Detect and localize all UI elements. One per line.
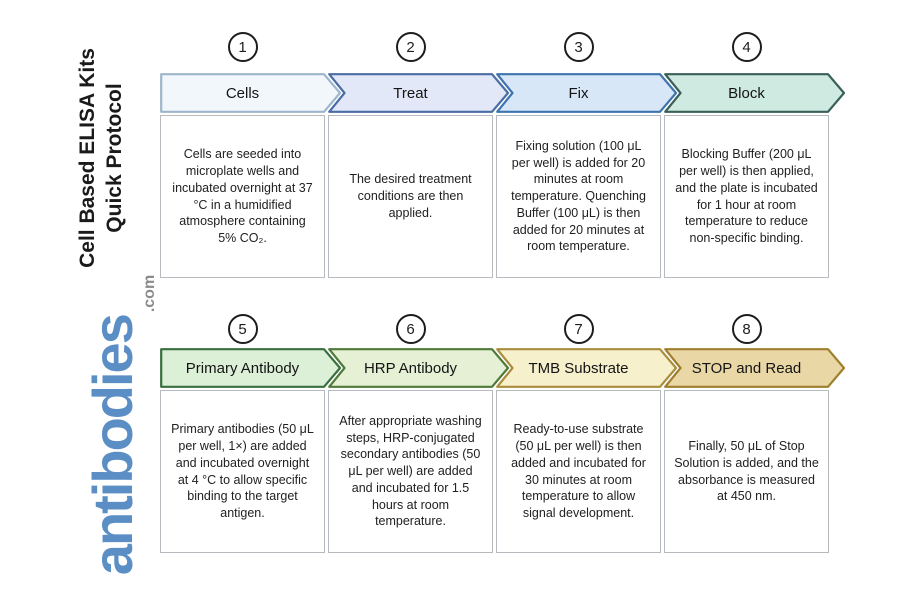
step-2-column: 2 Treat The desired treatment conditions… — [328, 32, 510, 282]
step-7-column: 7 TMB Substrate Ready-to-use substrate (… — [496, 314, 678, 557]
brand-logo: antibodies .com — [59, 270, 158, 580]
step-1-title: Cells — [225, 84, 260, 102]
step-4-description: Blocking Buffer (200 μL per well) is the… — [664, 115, 829, 278]
step-7-number-badge: 7 — [563, 314, 594, 344]
step-8-number: 8 — [742, 320, 751, 338]
step-6-number: 6 — [406, 320, 415, 338]
step-4-arrow-banner — [664, 73, 846, 113]
step-5-number: 5 — [238, 320, 247, 338]
step-5-arrow-banner — [160, 348, 342, 388]
chevron-shape — [496, 73, 678, 113]
step-6-column: 6 HRP Antibody After appropriate washing… — [328, 314, 510, 557]
step-3-description: Fixing solution (100 μL per well) is add… — [496, 115, 661, 278]
chevron-shape — [160, 73, 342, 113]
step-4-column: 4 Block Blocking Buffer (200 μL per well… — [664, 32, 846, 282]
page-title-line1: Cell Based ELISA Kits — [76, 48, 99, 268]
step-4-number-badge: 4 — [731, 32, 762, 62]
step-7-arrow-banner — [496, 348, 678, 388]
protocol-row-1: 1 Cells Cells are seeded into microplate… — [160, 32, 860, 282]
step-1-arrow-banner — [160, 73, 342, 113]
step-3-arrow-banner — [496, 73, 678, 113]
brand-logo-text: antibodies — [81, 315, 144, 576]
chevron-shape — [328, 348, 510, 388]
step-1-column: 1 Cells Cells are seeded into microplate… — [160, 32, 342, 282]
step-5-number-badge: 5 — [227, 314, 258, 344]
step-5-description: Primary antibodies (50 μL per well, 1×) … — [160, 390, 325, 553]
step-8-arrow-banner — [664, 348, 846, 388]
step-7-number: 7 — [574, 320, 583, 338]
step-4-number: 4 — [742, 38, 751, 56]
step-1-number-badge: 1 — [227, 32, 258, 62]
step-8-title: STOP and Read — [691, 359, 802, 377]
step-2-arrow-banner — [328, 73, 510, 113]
page-title: Cell Based ELISA Kits Quick Protocol — [71, 38, 131, 278]
step-2-title: Treat — [393, 84, 428, 102]
step-6-description: After appropriate washing steps, HRP-con… — [328, 390, 493, 553]
step-7-title: TMB Substrate — [528, 359, 629, 377]
step-8-column: 8 STOP and Read Finally, 50 μL of Stop S… — [664, 314, 846, 557]
chevron-shape — [664, 73, 846, 113]
step-7-description: Ready-to-use substrate (50 μL per well) … — [496, 390, 661, 553]
chevron-shape — [664, 348, 846, 388]
step-2-number-badge: 2 — [395, 32, 426, 62]
step-3-number: 3 — [574, 38, 583, 56]
step-6-arrow-banner — [328, 348, 510, 388]
step-3-column: 3 Fix Fixing solution (100 μL per well) … — [496, 32, 678, 282]
step-1-number: 1 — [238, 38, 247, 56]
step-8-description: Finally, 50 μL of Stop Solution is added… — [664, 390, 829, 553]
step-3-title: Fix — [568, 84, 589, 102]
step-6-title: HRP Antibody — [363, 359, 458, 377]
chevron-shape — [328, 73, 510, 113]
step-1-description: Cells are seeded into microplate wells a… — [160, 115, 325, 278]
protocol-row-2: 5 Primary Antibody Primary antibodies (5… — [160, 314, 860, 557]
brand-logo-suffix: .com — [141, 274, 158, 313]
step-5-title: Primary Antibody — [185, 359, 300, 377]
step-2-number: 2 — [406, 38, 415, 56]
step-8-number-badge: 8 — [731, 314, 762, 344]
chevron-shape — [160, 348, 342, 388]
page-title-line2: Quick Protocol — [103, 83, 126, 233]
step-6-number-badge: 6 — [395, 314, 426, 344]
step-5-column: 5 Primary Antibody Primary antibodies (5… — [160, 314, 342, 557]
chevron-shape — [496, 348, 678, 388]
step-3-number-badge: 3 — [563, 32, 594, 62]
step-4-title: Block — [728, 84, 765, 102]
step-2-description: The desired treatment conditions are the… — [328, 115, 493, 278]
